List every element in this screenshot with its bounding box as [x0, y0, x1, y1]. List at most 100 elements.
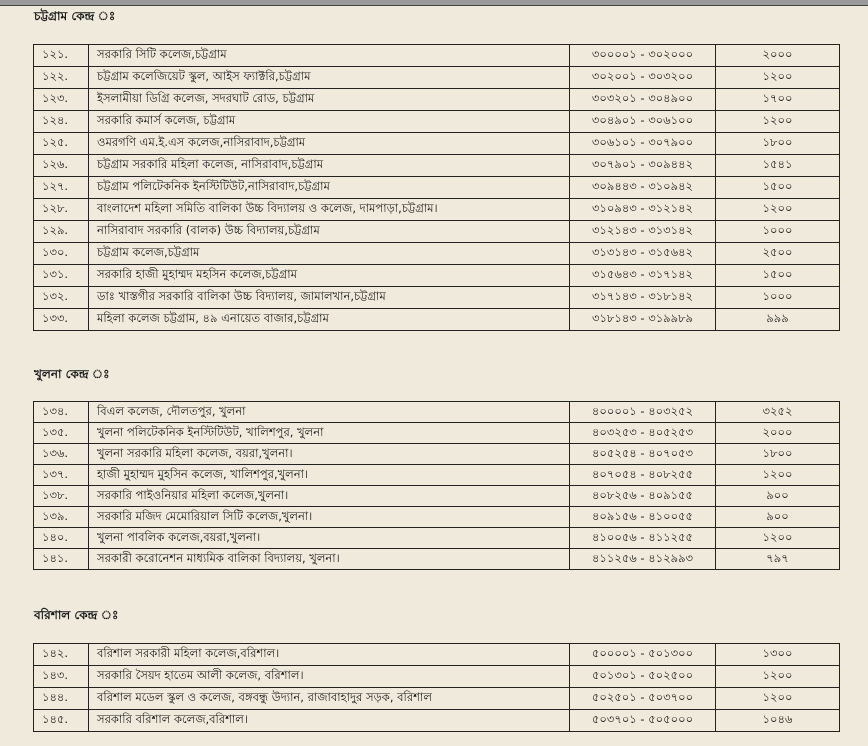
seat-count: ১৫৪১: [715, 154, 840, 177]
chattogram-centre-table: ১২১. সরকারি সিটি কলেজ,চট্টগ্রাম ৩০০০০১ - ৩…: [33, 44, 840, 331]
roll-range: ৪০৫২৫৪ - ৪০৭০৫৩: [569, 443, 716, 465]
institution-name: খুলনা সরকারি মহিলা কলেজ, বয়রা,খুলনা।: [88, 443, 570, 465]
institution-name: চট্টগ্রাম কলেজিয়েট স্কুল, আইস ফ্যাক্টরি…: [88, 66, 570, 89]
roll-range: ৪০৯১৫৬ - ৪১০০৫৫: [569, 506, 716, 528]
page-top-edge: [0, 0, 868, 6]
table-row: ১২৯. নাসিরাবাদ সরকারি (বালক) উচ্চ বিদ্যাল…: [33, 220, 840, 243]
institution-name: সরকারি সিটি কলেজ,চট্টগ্রাম: [88, 44, 570, 67]
serial-number: ১২১.: [33, 44, 89, 67]
institution-name: বিএল কলেজ, দৌলতপুর, খুলনা: [88, 401, 570, 423]
table-row: ১৩৭. হাজী মুহাম্মদ মুহসিন কলেজ, খালিশপুর,…: [33, 464, 840, 486]
roll-range: ৫০৩৭০১ - ৫০৫০০০: [569, 709, 716, 732]
roll-range: ৫০২৫০১ - ৫০৩৭০০: [569, 687, 716, 710]
institution-name: সরকারি সৈয়দ হাতেম আলী কলেজ, বরিশাল।: [88, 665, 570, 688]
table-row: ১৩৯. সরকারি মজিদ মেমোরিয়াল সিটি কলেজ,খুল…: [33, 506, 840, 528]
section-title-barishal: বরিশাল কেন্দ্র ঃ: [34, 608, 119, 622]
institution-name: সরকারি মজিদ মেমোরিয়াল সিটি কলেজ,খুলনা।: [88, 506, 570, 528]
seat-count: ১৮০০: [715, 443, 840, 465]
institution-name: সরকারি কমার্স কলেজ, চট্টগ্রাম: [88, 110, 570, 133]
seat-count: ১০৪৬: [715, 709, 840, 732]
serial-number: ১৩৩.: [33, 308, 89, 331]
roll-range: ৪০৮২৫৬ - ৪০৯১৫৫: [569, 485, 716, 507]
institution-name: ডাঃ খাস্তগীর সরকারি বালিকা উচ্চ বিদ্যালয…: [88, 286, 570, 309]
seat-count: ১২০০: [715, 687, 840, 710]
roll-range: ৪১১২৫৬ - ৪১২৯৯৩: [569, 548, 716, 570]
roll-range: ৩১৩১৪৩ - ৩১৫৬৪২: [569, 242, 716, 265]
seat-count: ১৭০০: [715, 88, 840, 111]
serial-number: ১২৮.: [33, 198, 89, 221]
roll-range: ৩১৭১৪৩ - ৩১৮১৪২: [569, 286, 716, 309]
institution-name: হাজী মুহাম্মদ মুহসিন কলেজ, খালিশপুর,খুলন…: [88, 464, 570, 486]
serial-number: ১৩০.: [33, 242, 89, 265]
table-row: ১৩১. সরকারি হাজী মুহাম্মদ মহসিন কলেজ,চট্ট…: [33, 264, 840, 287]
seat-count: ১২০০: [715, 66, 840, 89]
seat-count: ৯০০: [715, 506, 840, 528]
table-row: ১২৪. সরকারি কমার্স কলেজ, চট্টগ্রাম ৩০৪৯০১ …: [33, 110, 840, 133]
institution-name: খুলনা পাবলিক কলেজ,বয়রা,খুলনা।: [88, 527, 570, 549]
seat-count: ১৮০০: [715, 132, 840, 155]
serial-number: ১৩৪.: [33, 401, 89, 423]
serial-number: ১২৬.: [33, 154, 89, 177]
table-row: ১২৫. ওমরগণি এম.ই.এস কলেজ,নাসিরাবাদ,চট্টগ্…: [33, 132, 840, 155]
table-row: ১৩৬. খুলনা সরকারি মহিলা কলেজ, বয়রা,খুলনা…: [33, 443, 840, 465]
serial-number: ১২৭.: [33, 176, 89, 199]
institution-name: মহিলা কলেজ চট্টগ্রাম, ৪৯ এনায়েত বাজার,চ…: [88, 308, 570, 331]
serial-number: ১২৩.: [33, 88, 89, 111]
table-row: ১২১. সরকারি সিটি কলেজ,চট্টগ্রাম ৩০০০০১ - ৩…: [33, 44, 840, 67]
seat-count: ১০০০: [715, 220, 840, 243]
table-row: ১২৩. ইসলামীয়া ডিগ্রি কলেজ, সদরঘাট রোড, চ…: [33, 88, 840, 111]
roll-range: ৪০৭০৫৪ - ৪০৮২৫৫: [569, 464, 716, 486]
serial-number: ১৪০.: [33, 527, 89, 549]
seat-count: ১২০০: [715, 464, 840, 486]
seat-count: ১০০০: [715, 286, 840, 309]
roll-range: ৩০৯৪৪৩ - ৩১০৯৪২: [569, 176, 716, 199]
serial-number: ১২৯.: [33, 220, 89, 243]
roll-range: ৩১২১৪৩ - ৩১৩১৪২: [569, 220, 716, 243]
seat-count: ১২০০: [715, 665, 840, 688]
seat-count: ৯০০: [715, 485, 840, 507]
seat-count: ৯৯৯: [715, 308, 840, 331]
seat-count: ৩২৫২: [715, 401, 840, 423]
roll-range: ৩০০০০১ - ৩০২০০০: [569, 44, 716, 67]
roll-range: ৩০৪৯০১ - ৩০৬১০০: [569, 110, 716, 133]
seat-count: ১২০০: [715, 198, 840, 221]
table-row: ১৪৫. সরকারি বরিশাল কলেজ,বরিশাল। ৫০৩৭০১ - ৫…: [33, 709, 840, 732]
institution-name: বরিশাল মডেল স্কুল ও কলেজ, বঙ্গবন্ধু উদ্য…: [88, 687, 570, 710]
roll-range: ৩১৮১৪৩ - ৩১৯৯৮৯: [569, 308, 716, 331]
table-row: ১২৭. চট্টগ্রাম পলিটেকনিক ইনস্টিটিউট,নাসির…: [33, 176, 840, 199]
roll-range: ৩০২০০১ - ৩০৩২০০: [569, 66, 716, 89]
seat-count: ২০০০: [715, 422, 840, 444]
serial-number: ১২২.: [33, 66, 89, 89]
serial-number: ১৪৩.: [33, 665, 89, 688]
serial-number: ১২৪.: [33, 110, 89, 133]
seat-count: ১৫০০: [715, 264, 840, 287]
serial-number: ১২৫.: [33, 132, 89, 155]
institution-name: বাংলাদেশ মহিলা সমিতি বালিকা উচ্চ বিদ্যাল…: [88, 198, 570, 221]
roll-range: ৪১০০৫৬ - ৪১১২৫৫: [569, 527, 716, 549]
institution-name: সরকারি হাজী মুহাম্মদ মহসিন কলেজ,চট্টগ্রা…: [88, 264, 570, 287]
table-row: ১৩৮. সরকারি পাইওনিয়ার মহিলা কলেজ,খুলনা। ৪…: [33, 485, 840, 507]
institution-name: নাসিরাবাদ সরকারি (বালক) উচ্চ বিদ্যালয়,চ…: [88, 220, 570, 243]
table-row: ১২৮. বাংলাদেশ মহিলা সমিতি বালিকা উচ্চ বিদ…: [33, 198, 840, 221]
khulna-centre-table: ১৩৪. বিএল কলেজ, দৌলতপুর, খুলনা ৪০০০০১ - ৪০…: [33, 401, 840, 570]
table-row: ১৩০. চট্টগ্রাম কলেজ,চট্টগ্রাম ৩১৩১৪৩ - ৩১৫…: [33, 242, 840, 265]
serial-number: ১৩১.: [33, 264, 89, 287]
roll-range: ৪০৩২৫৩ - ৪০৫২৫৩: [569, 422, 716, 444]
seat-count: ১২০০: [715, 527, 840, 549]
serial-number: ১৪৫.: [33, 709, 89, 732]
roll-range: ৩০৬১০১ - ৩০৭৯০০: [569, 132, 716, 155]
table-row: ১২৬. চট্টগ্রাম সরকারি মহিলা কলেজ, নাসিরাব…: [33, 154, 840, 177]
roll-range: ৩০৭৯০১ - ৩০৯৪৪২: [569, 154, 716, 177]
serial-number: ১৩২.: [33, 286, 89, 309]
seat-count: ১৩০০: [715, 643, 840, 666]
seat-count: ১৫০০: [715, 176, 840, 199]
seat-count: ১২০০: [715, 110, 840, 133]
institution-name: খুলনা পলিটেকনিক ইনস্টিটিউট, খালিশপুর, খু…: [88, 422, 570, 444]
roll-range: ৫০১৩০১ - ৫০২৫০০: [569, 665, 716, 688]
institution-name: সরকারি বরিশাল কলেজ,বরিশাল।: [88, 709, 570, 732]
section-title-khulna: খুলনা কেন্দ্র ঃ: [34, 367, 110, 381]
roll-range: ৩০৩২০১ - ৩০৪৯০০: [569, 88, 716, 111]
barishal-centre-table: ১৪২. বরিশাল সরকারী মহিলা কলেজ,বরিশাল। ৫০০০…: [33, 643, 840, 732]
table-row: ১৩৩. মহিলা কলেজ চট্টগ্রাম, ৪৯ এনায়েত বাজ…: [33, 308, 840, 331]
serial-number: ১৪৪.: [33, 687, 89, 710]
